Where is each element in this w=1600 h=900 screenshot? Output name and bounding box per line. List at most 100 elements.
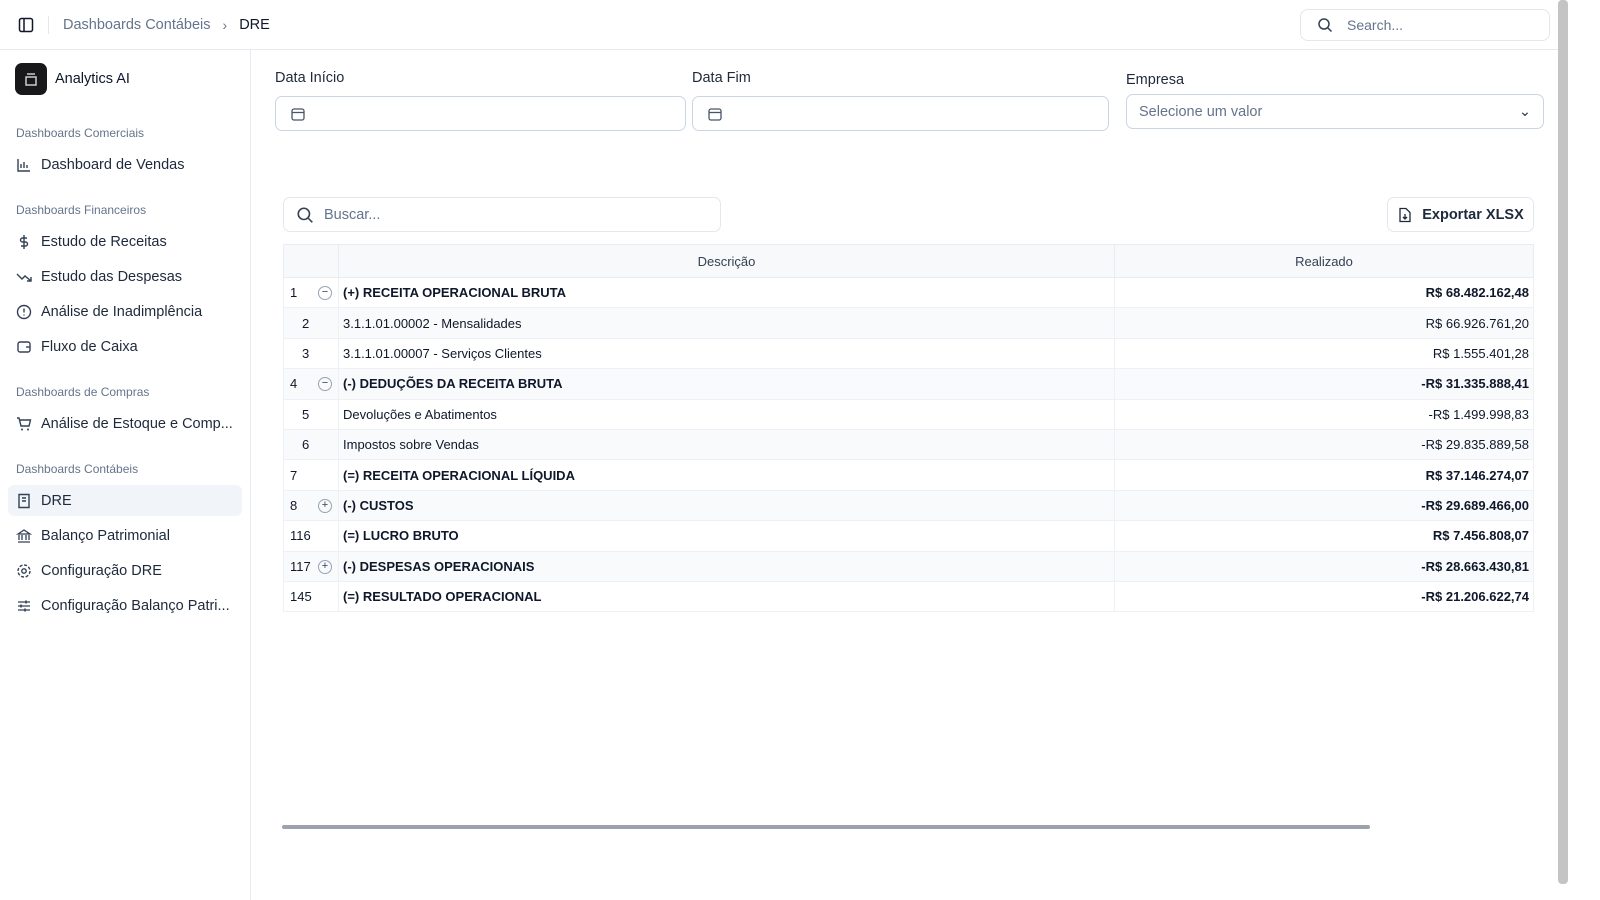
divider — [48, 15, 49, 34]
file-download-icon — [1399, 207, 1411, 222]
table-row[interactable]: 116 (=) LUCRO BRUTO R$ 7.456.808,07 — [283, 520, 1534, 552]
sidebar-item[interactable]: Estudo das Despesas — [8, 261, 242, 292]
sidebar-group-label: Dashboards de Compras — [16, 385, 150, 399]
row-number: 117 — [290, 558, 311, 574]
sidebar-item-label: Balanço Patrimonial — [41, 527, 170, 544]
sidebar-group-label: Dashboards Financeiros — [16, 203, 147, 217]
start-date-label: Data Início — [275, 70, 345, 86]
row-index: 4− — [283, 368, 339, 400]
calendar-icon — [708, 107, 722, 121]
table-row[interactable]: 2 3.1.1.01.00002 - Mensalidades R$ 66.926.… — [283, 307, 1534, 339]
row-index: 3 — [283, 337, 339, 370]
table-row[interactable]: 6 Impostos sobre Vendas -R$ 29.835.889,58 — [283, 428, 1534, 461]
sidebar-item[interactable]: Análise de Inadimplência — [8, 296, 242, 327]
end-date-picker[interactable] — [692, 96, 1109, 131]
table-row[interactable]: 145 (=) RESULTADO OPERACIONAL -R$ 21.206.6… — [283, 580, 1534, 613]
brand[interactable]: Analytics AI — [15, 63, 250, 95]
row-description: (+) RECEITA OPERACIONAL BRUTA — [338, 276, 1115, 309]
row-index: 1− — [283, 276, 339, 309]
table-row[interactable]: 1− (+) RECEITA OPERACIONAL BRUTA R$ 68.482… — [283, 276, 1534, 309]
expand-icon[interactable]: + — [318, 498, 332, 513]
row-description: 3.1.1.01.00002 - Mensalidades — [338, 307, 1115, 339]
chevron-down-icon: ⌄ — [1518, 103, 1531, 120]
export-label: Exportar XLSX — [1422, 206, 1524, 223]
row-number: 116 — [290, 528, 311, 544]
row-description: Devoluções e Abatimentos — [338, 398, 1115, 430]
table-search-input[interactable]: Buscar... — [283, 197, 721, 232]
company-select[interactable]: Selecione um valor ⌄ — [1126, 94, 1544, 129]
row-index: 117 + — [283, 550, 339, 582]
horizontal-scrollbar[interactable] — [282, 825, 1370, 829]
start-date-picker[interactable] — [275, 96, 686, 131]
sidebar-item[interactable]: Configuração DRE — [8, 555, 242, 586]
row-description: (-) DEDUÇÕES DA RECEITA BRUTA — [338, 368, 1115, 400]
column-header-index — [283, 244, 339, 278]
row-number: 4 — [290, 376, 298, 392]
row-index: 8 + — [283, 489, 339, 522]
vertical-scrollbar[interactable] — [1558, 0, 1568, 884]
breadcrumb-parent[interactable]: Dashboards Contábeis — [63, 16, 211, 33]
table-row[interactable]: 5 Devoluções e Abatimentos -R$ 1.499.998,8… — [283, 398, 1534, 430]
table-row[interactable]: 8 + (-) CUSTOS -R$ 29.689.466,00 — [283, 489, 1534, 522]
row-index: 6 — [283, 428, 339, 461]
row-index: 2 — [283, 307, 339, 339]
sidebar-item-label: Análise de Estoque e Comp... — [41, 415, 233, 432]
row-index: 116 — [283, 520, 339, 552]
table-row[interactable]: 4− (-) DEDUÇÕES DA RECEITA BRUTA -R$ 31.33… — [283, 368, 1534, 400]
row-realized-value: R$ 66.926.761,20 — [1114, 307, 1534, 339]
row-description: Impostos sobre Vendas — [338, 428, 1115, 461]
sidebar-toggle-icon[interactable] — [16, 15, 36, 35]
row-realized-value: -R$ 21.206.622,74 — [1114, 580, 1534, 613]
company-label: Empresa — [1126, 72, 1185, 88]
company-select-placeholder: Selecione um valor — [1139, 103, 1263, 120]
calendar-icon — [291, 107, 305, 121]
breadcrumb-current: DRE — [239, 16, 270, 33]
logo-icon — [15, 63, 47, 95]
row-description: (-) CUSTOS — [338, 489, 1115, 522]
column-header-description[interactable]: Descrição — [338, 244, 1115, 278]
export-xlsx-button[interactable]: Exportar XLSX — [1387, 197, 1534, 232]
dre-table: Descrição Realizado 1− (+) RECEITA OPERAC… — [283, 244, 1534, 613]
receipt-icon — [16, 493, 32, 509]
row-number: 1 — [290, 285, 298, 301]
row-realized-value: R$ 37.146.274,07 — [1114, 459, 1534, 491]
global-search-input[interactable]: Search... — [1300, 9, 1550, 41]
sidebar-item-label: Análise de Inadimplência — [41, 303, 203, 320]
sidebar-item-label: Configuração Balanço Patri... — [41, 597, 230, 614]
table-row[interactable]: 117 + (-) DESPESAS OPERACIONAIS -R$ 28.663.… — [283, 550, 1534, 582]
sidebar-item[interactable]: Balanço Patrimonial — [8, 520, 242, 551]
sidebar-item[interactable]: Dashboard de Vendas — [8, 149, 242, 180]
chevron-right-icon: › — [222, 16, 228, 33]
bar-chart-icon — [16, 157, 32, 173]
end-date-label: Data Fim — [692, 70, 751, 86]
column-header-realized[interactable]: Realizado — [1114, 244, 1534, 278]
bank-icon — [16, 528, 32, 544]
sidebar-item[interactable]: Estudo de Receitas — [8, 226, 242, 257]
sidebar-group-label: Dashboards Comerciais — [16, 126, 145, 140]
sidebar-item[interactable]: Fluxo de Caixa — [8, 331, 242, 362]
sidebar-item[interactable]: Análise de Estoque e Comp... — [8, 408, 242, 439]
row-number: 5 — [302, 406, 310, 422]
row-realized-value: R$ 1.555.401,28 — [1114, 337, 1534, 370]
sidebar-item-label: Estudo das Despesas — [41, 268, 183, 285]
row-description: (=) RECEITA OPERACIONAL LÍQUIDA — [338, 459, 1115, 491]
row-index: 5 — [283, 398, 339, 430]
sidebar-item-label: Dashboard de Vendas — [41, 156, 185, 173]
sidebar-item[interactable]: DRE — [8, 485, 242, 516]
search-icon — [1318, 18, 1333, 33]
table-row[interactable]: 3 3.1.1.01.00007 - Serviços Clientes R$ 1.… — [283, 337, 1534, 370]
row-number: 2 — [302, 315, 310, 331]
row-description: 3.1.1.01.00007 - Serviços Clientes — [338, 337, 1115, 370]
row-number: 8 — [290, 497, 298, 513]
row-realized-value: -R$ 28.663.430,81 — [1114, 550, 1534, 582]
row-realized-value: R$ 68.482.162,48 — [1114, 276, 1534, 309]
collapse-icon[interactable]: − — [318, 286, 332, 300]
table-row[interactable]: 7 (=) RECEITA OPERACIONAL LÍQUIDA R$ 37.14… — [283, 459, 1534, 491]
row-realized-value: -R$ 1.499.998,83 — [1114, 398, 1534, 430]
trending-down-icon — [16, 269, 32, 285]
collapse-icon[interactable]: − — [318, 377, 332, 392]
expand-icon[interactable]: + — [318, 559, 332, 574]
wallet-icon — [16, 339, 32, 355]
brand-name: Analytics AI — [55, 71, 130, 87]
sidebar-item[interactable]: Configuração Balanço Patri... — [8, 590, 242, 621]
